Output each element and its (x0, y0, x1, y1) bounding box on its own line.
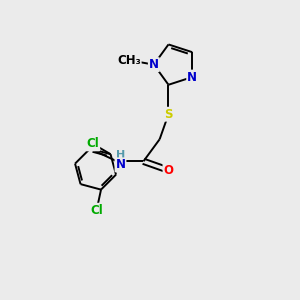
Text: N: N (116, 158, 125, 171)
Text: N: N (149, 58, 159, 71)
Text: Cl: Cl (90, 204, 103, 217)
Text: H: H (116, 150, 125, 160)
Text: O: O (164, 164, 173, 177)
Text: CH₃: CH₃ (117, 54, 141, 67)
Text: Cl: Cl (86, 137, 99, 150)
Text: N: N (187, 70, 197, 84)
Text: S: S (164, 108, 173, 121)
